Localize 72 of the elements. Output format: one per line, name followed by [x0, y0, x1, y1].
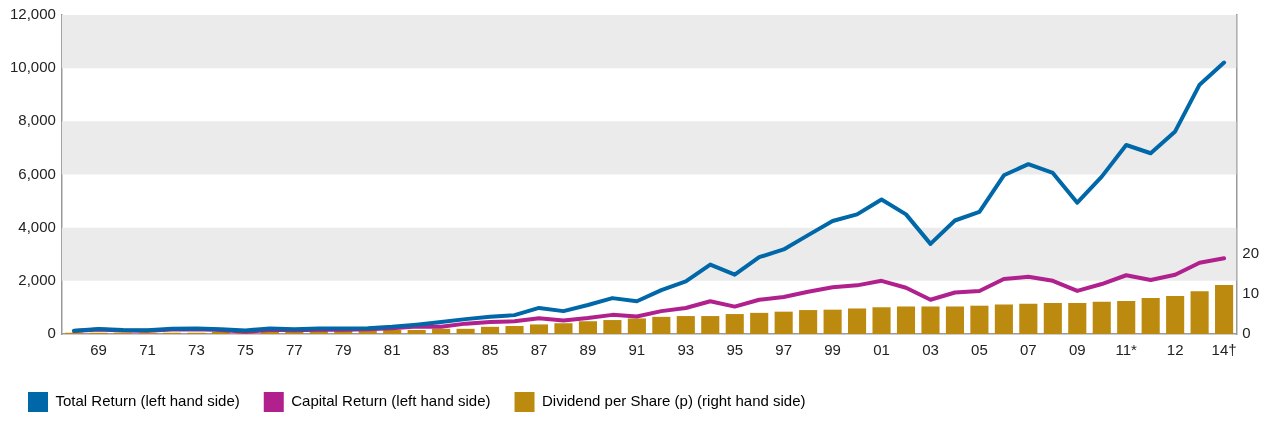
x-tick-label: 14† — [1211, 341, 1237, 359]
bar — [1043, 302, 1062, 334]
bar — [554, 323, 573, 334]
bar — [799, 310, 818, 334]
y-tick-label: 6,000 — [18, 164, 56, 182]
bar — [1190, 291, 1209, 334]
x-tick-label: 77 — [285, 341, 303, 359]
bar — [603, 320, 622, 334]
bar — [481, 326, 500, 334]
bar — [529, 324, 549, 334]
bar — [1092, 301, 1111, 334]
x-tick-label: 83 — [432, 341, 450, 359]
bar — [578, 321, 597, 334]
bar — [383, 330, 402, 334]
x-tick-label: 05 — [971, 341, 988, 359]
bar — [407, 330, 426, 334]
x-tick-label: 11* — [1115, 341, 1138, 359]
y2-tick-label: 10 — [1242, 284, 1259, 302]
x-tick-label: 73 — [188, 341, 205, 359]
bar — [823, 309, 842, 334]
y-tick-label: 8,000 — [18, 111, 56, 129]
bar — [750, 312, 769, 334]
bar — [1019, 303, 1038, 334]
x-tick-label: 07 — [1020, 341, 1037, 359]
legend-label: Dividend per Share (p) (right hand side) — [542, 392, 806, 410]
x-tick-label: 03 — [922, 341, 939, 359]
x-tick-label: 87 — [530, 341, 548, 359]
x-tick-label: 69 — [90, 341, 107, 359]
x-tick-label: 95 — [726, 341, 744, 359]
bar — [1141, 298, 1160, 334]
bar — [505, 326, 524, 334]
y2-tick-label: 20 — [1242, 244, 1259, 262]
bar — [701, 316, 720, 334]
bar — [1068, 302, 1087, 334]
y-tick-label: 0 — [47, 324, 56, 342]
bar — [774, 311, 793, 334]
y-tick-label: 10,000 — [9, 58, 56, 76]
bar — [848, 308, 867, 334]
bar — [456, 328, 475, 334]
x-tick-label: 89 — [579, 341, 597, 359]
x-tick-label: 91 — [628, 341, 646, 359]
y-tick-label: 4,000 — [18, 217, 56, 235]
bar — [872, 307, 891, 334]
x-tick-label: 12 — [1166, 341, 1184, 359]
bar — [994, 304, 1013, 334]
x-tick-label: 81 — [383, 341, 401, 359]
x-tick-label: 85 — [481, 341, 499, 359]
bar — [970, 305, 989, 334]
y2-tick-label: 0 — [1242, 324, 1251, 342]
bar — [945, 306, 964, 334]
x-tick-label: 97 — [775, 341, 793, 359]
x-tick-label: 01 — [873, 341, 890, 359]
bar — [1166, 296, 1185, 334]
x-tick-label: 79 — [334, 341, 352, 359]
x-tick-label: 93 — [677, 341, 695, 359]
y-tick-label: 2,000 — [18, 270, 56, 288]
bar — [1215, 284, 1234, 334]
x-tick-label: 75 — [237, 341, 254, 359]
bar — [652, 316, 671, 334]
bar — [627, 318, 646, 334]
x-tick-label: 09 — [1068, 341, 1086, 359]
legend-label: Total Return (left hand side) — [55, 392, 240, 410]
y-tick-label: 12,000 — [9, 5, 56, 23]
x-tick-label: 71 — [139, 341, 156, 359]
bar — [725, 314, 744, 334]
bar — [676, 316, 695, 334]
bar — [921, 306, 940, 334]
x-tick-label: 99 — [824, 341, 841, 359]
bar — [432, 328, 451, 334]
bar — [1117, 300, 1136, 334]
legend-label: Capital Return (left hand side) — [291, 392, 491, 410]
bar — [896, 306, 916, 334]
